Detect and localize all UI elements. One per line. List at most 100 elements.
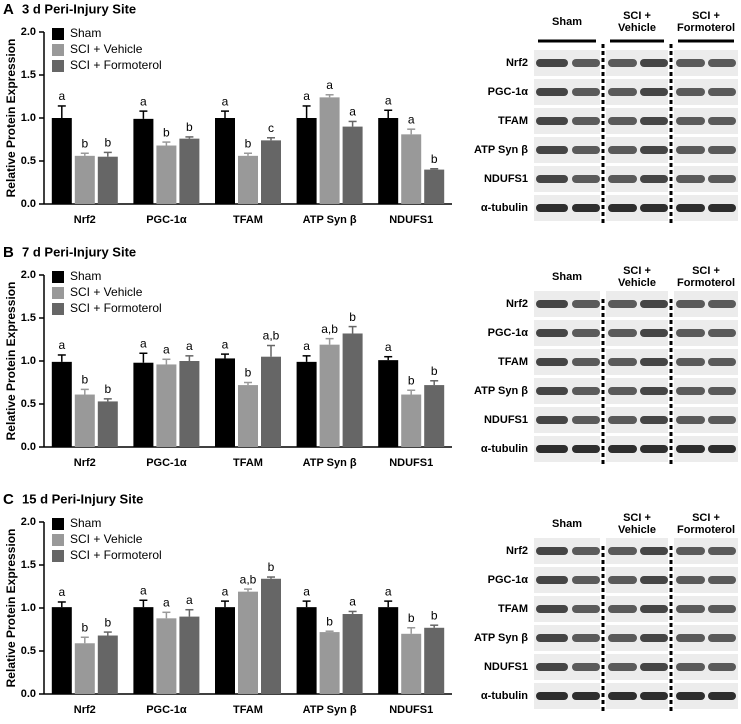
blot-band xyxy=(536,692,568,700)
x-tick-label: Nrf2 xyxy=(74,704,96,716)
y-tick-label: 0.0 xyxy=(21,441,36,453)
significance-label: b xyxy=(81,373,88,387)
bar xyxy=(179,616,200,694)
x-tick-label: ATP Syn β xyxy=(303,214,357,226)
significance-label: a xyxy=(303,89,310,103)
panel-label: C xyxy=(3,491,14,508)
x-tick-label: NDUFS1 xyxy=(389,457,433,469)
blot-band xyxy=(640,88,668,96)
blot-group-label: SCI + Formoterol xyxy=(676,10,736,34)
y-axis-label: Relative Protein Expression xyxy=(4,39,18,198)
blot-band xyxy=(608,445,637,453)
blot-band xyxy=(676,329,705,337)
blot-band xyxy=(676,576,705,584)
bar xyxy=(74,643,95,694)
significance-label: a xyxy=(140,94,147,108)
bar xyxy=(319,97,340,204)
blot-band xyxy=(608,634,637,642)
significance-label: b xyxy=(104,382,111,396)
bar xyxy=(401,633,422,694)
bar xyxy=(378,118,399,204)
significance-label: a xyxy=(408,112,415,126)
y-axis-label: Relative Protein Expression xyxy=(4,282,18,441)
significance-label: a,b xyxy=(240,572,257,586)
blot-band xyxy=(640,204,668,212)
blot-band xyxy=(640,576,668,584)
chart-title: 7 d Peri-Injury Site xyxy=(22,244,136,259)
significance-label: b xyxy=(245,136,252,150)
bar xyxy=(74,394,95,447)
blot-band xyxy=(708,576,736,584)
blot-band xyxy=(640,692,668,700)
bar xyxy=(401,134,422,204)
y-tick-label: 1.5 xyxy=(21,312,36,324)
blot-band xyxy=(608,416,637,424)
significance-label: b xyxy=(408,611,415,625)
blot-band xyxy=(708,146,736,154)
blot-row-label: Nrf2 xyxy=(506,545,528,557)
blot-band xyxy=(708,416,736,424)
significance-label: b xyxy=(431,364,438,378)
bar xyxy=(133,118,154,204)
blot-band xyxy=(676,117,705,125)
blot-band xyxy=(536,416,568,424)
x-tick-label: Nrf2 xyxy=(74,214,96,226)
blot-band xyxy=(708,634,736,642)
blot-row-label: NDUFS1 xyxy=(484,661,528,673)
significance-label: b xyxy=(326,614,333,628)
blot-band xyxy=(640,445,668,453)
blot-row-label: TFAM xyxy=(498,603,528,615)
bar xyxy=(156,618,177,694)
significance-label: b xyxy=(245,366,252,380)
blot-band xyxy=(640,547,668,555)
bar xyxy=(261,140,281,204)
x-tick-label: Nrf2 xyxy=(74,457,96,469)
blot-band xyxy=(572,445,600,453)
blot-band xyxy=(640,663,668,671)
blot-row-label: Nrf2 xyxy=(506,298,528,310)
bar xyxy=(342,333,363,447)
y-axis-label: Relative Protein Expression xyxy=(4,529,18,688)
significance-label: b xyxy=(81,136,88,150)
blot-band xyxy=(536,329,568,337)
significance-label: a xyxy=(349,105,356,119)
significance-label: b xyxy=(431,608,438,622)
blot-band xyxy=(572,576,600,584)
bar xyxy=(179,138,200,204)
blot-band xyxy=(676,59,705,67)
panel-label: A xyxy=(3,1,14,18)
y-tick-label: 0.0 xyxy=(21,198,36,210)
blot-band xyxy=(608,300,637,308)
significance-label: a xyxy=(222,337,229,351)
bar xyxy=(51,361,72,447)
blot-band xyxy=(640,175,668,183)
blot-row-label: NDUFS1 xyxy=(484,173,528,185)
bar xyxy=(296,118,317,204)
blot-group-label: Sham xyxy=(552,518,582,530)
bar xyxy=(133,362,154,447)
blot-band xyxy=(572,117,600,125)
blot-band xyxy=(676,663,705,671)
blot-group-label: Sham xyxy=(552,271,582,283)
legend-swatch xyxy=(52,518,64,530)
blot-band xyxy=(676,88,705,96)
legend-swatch xyxy=(52,44,64,56)
blot-band xyxy=(708,175,736,183)
blot-band xyxy=(640,146,668,154)
blot-band xyxy=(572,387,600,395)
blot-band xyxy=(640,117,668,125)
blot-band xyxy=(676,547,705,555)
significance-label: b xyxy=(186,120,193,134)
blot-band xyxy=(608,358,637,366)
significance-label: a xyxy=(140,583,147,597)
bar xyxy=(156,145,177,204)
bar xyxy=(97,401,118,447)
significance-label: a xyxy=(385,340,392,354)
y-tick-label: 0.0 xyxy=(21,688,36,700)
blot-band xyxy=(608,576,637,584)
legend-swatch xyxy=(52,271,64,283)
blot-band xyxy=(572,634,600,642)
blot-band xyxy=(676,358,705,366)
significance-label: a xyxy=(349,595,356,609)
blot-band xyxy=(640,358,668,366)
